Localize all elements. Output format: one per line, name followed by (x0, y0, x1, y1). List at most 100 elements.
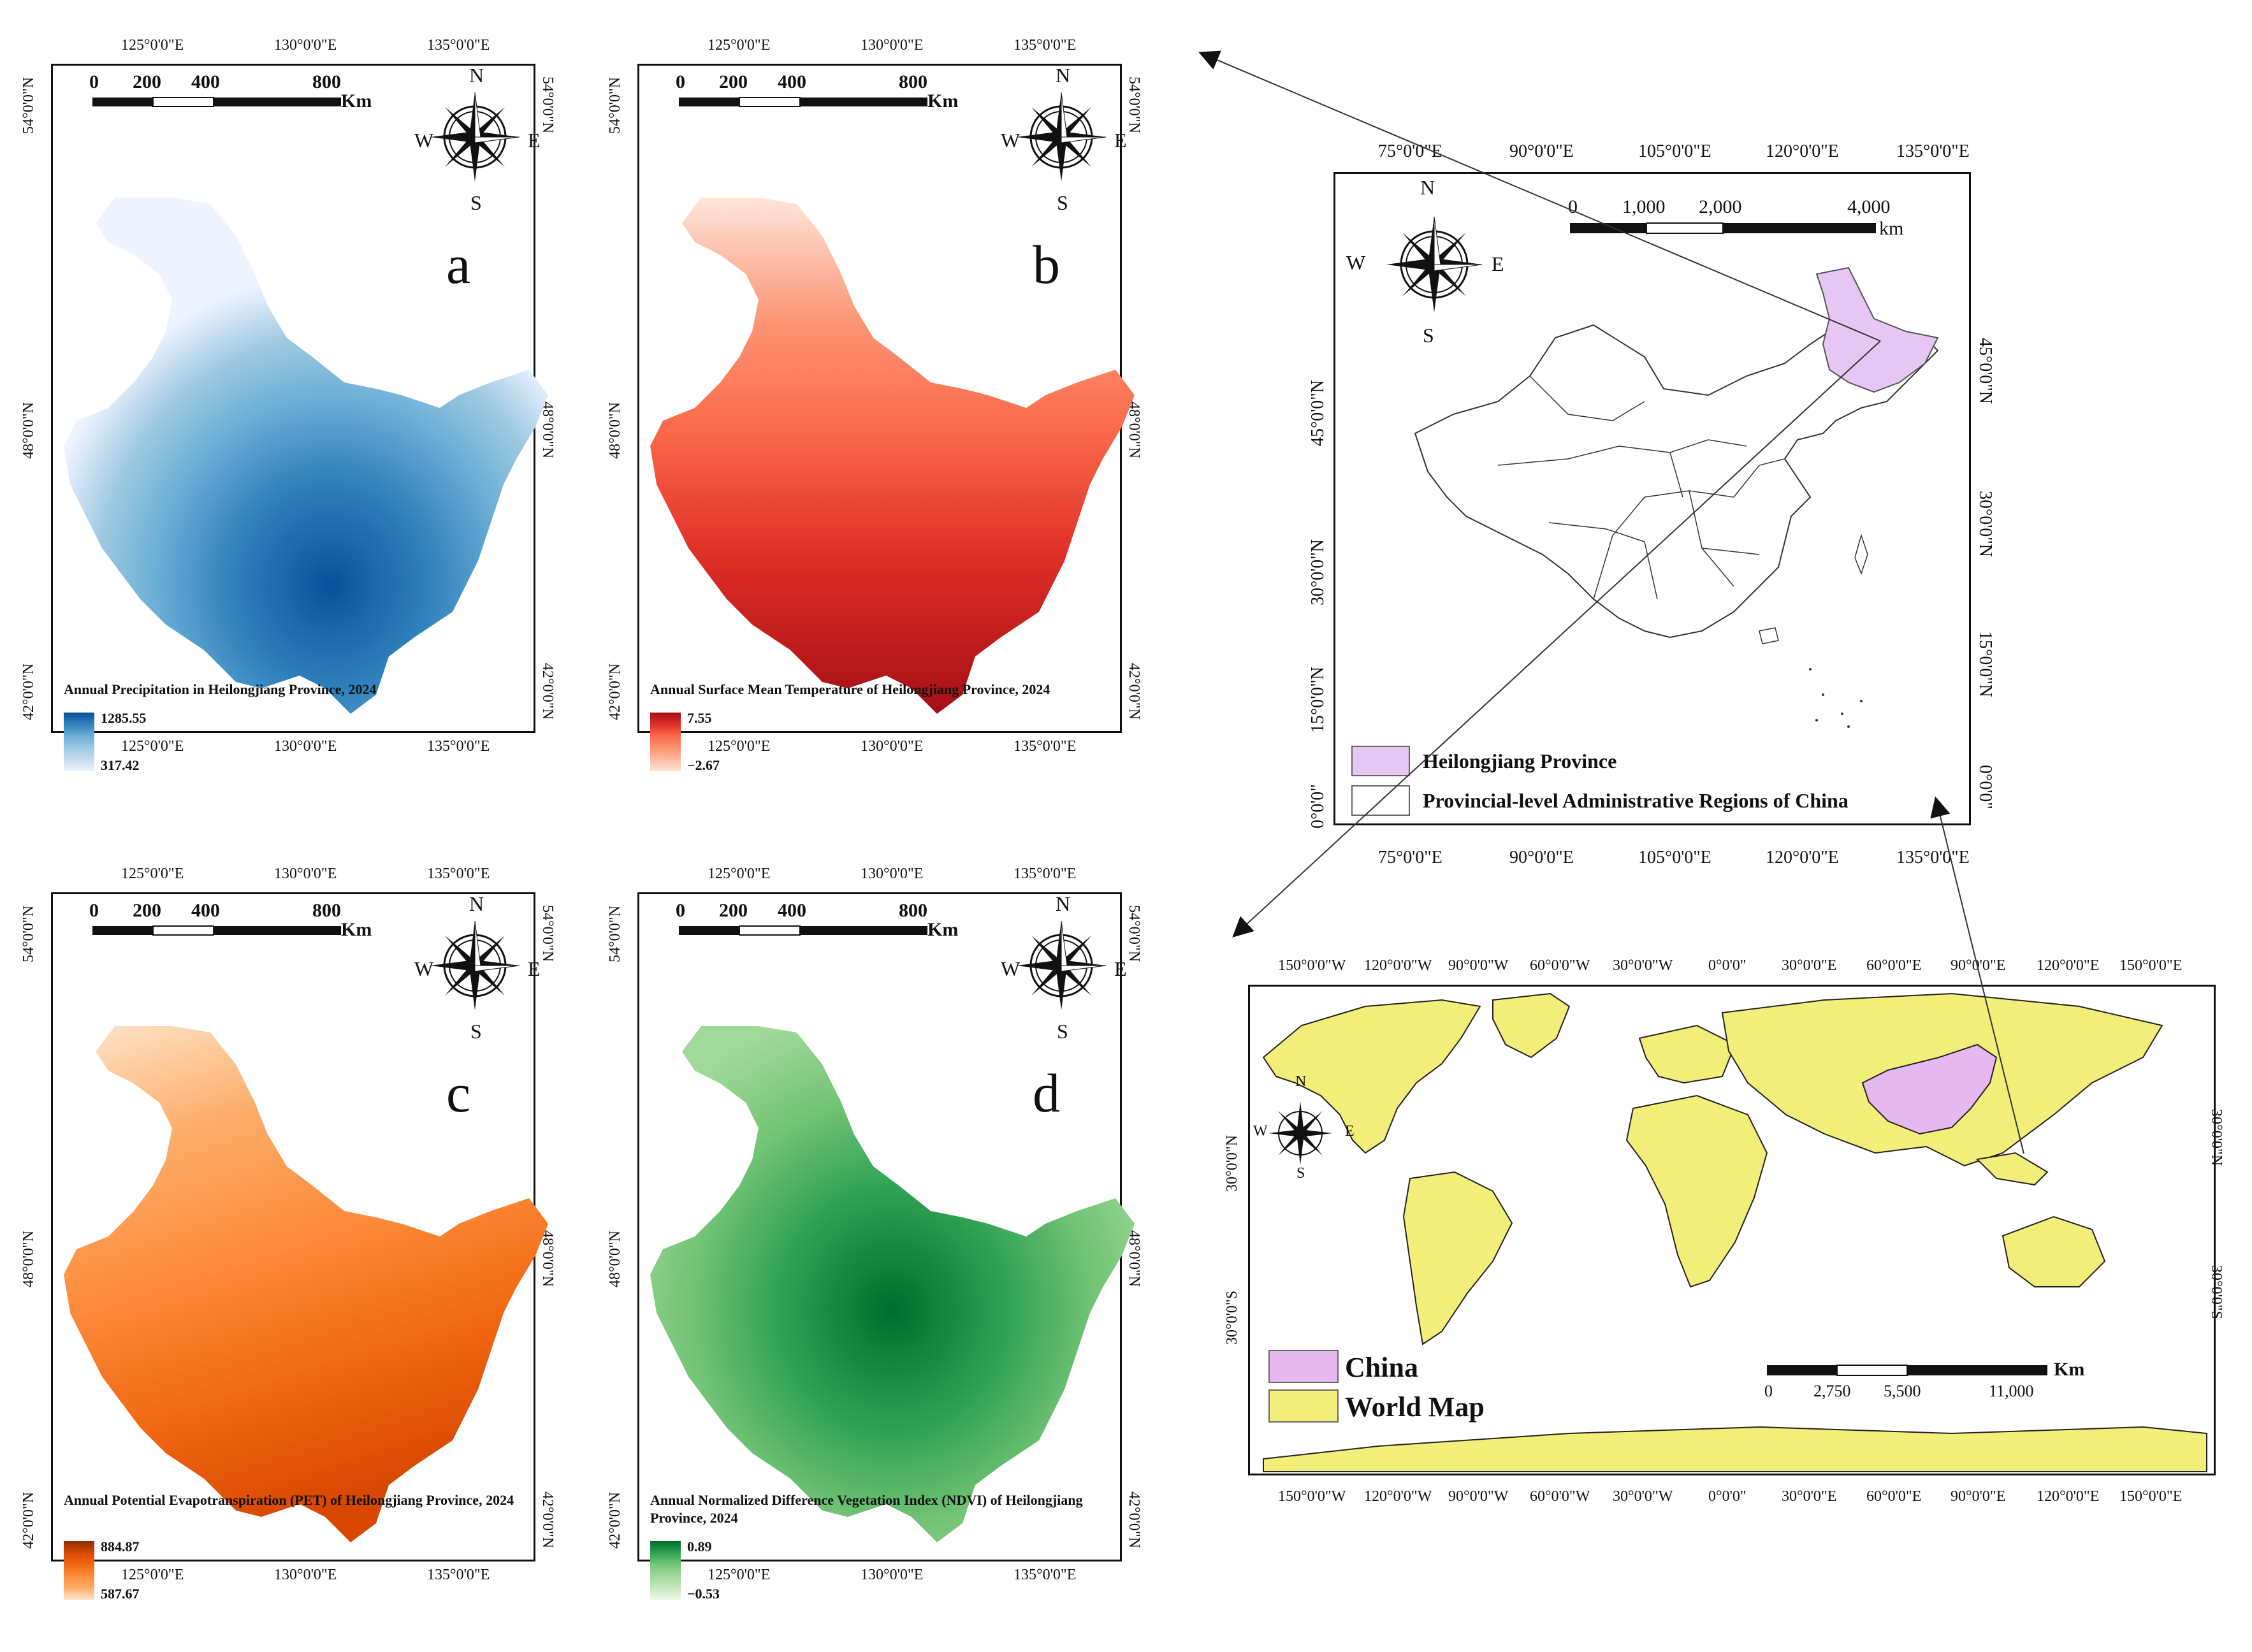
china-lon-tick: 75°0'0"E (1378, 848, 1442, 867)
legend-title: Annual Surface Mean Temperature of Heilo… (650, 681, 1050, 697)
world-scale-t3: 11,000 (1989, 1382, 2034, 1400)
china-scale-t3: 4,000 (1847, 196, 1891, 217)
compass-s: S (470, 1020, 482, 1043)
panel-scale-tick: 800 (312, 900, 341, 921)
panel-lon-tick: 135°0'0"E (1013, 1567, 1077, 1583)
legend-title: Annual Normalized Difference Vegetation … (650, 1492, 1083, 1526)
china-compass-n: N (1420, 176, 1435, 199)
compass-n: N (469, 892, 484, 915)
world-lon-tick: 150°0'0"E (2119, 957, 2183, 974)
world-scale-unit: Km (2054, 1359, 2085, 1380)
panel-lon-tick: 125°0'0"E (708, 37, 771, 54)
world-compass-n: N (1295, 1073, 1307, 1090)
china-compass-e: E (1492, 252, 1504, 275)
panel-scale-unit: Km (927, 91, 959, 112)
compass-n: N (469, 64, 484, 87)
world-lon-tick: 150°0'0"W (1278, 957, 1346, 974)
china-legend-label: Provincial-level Administrative Regions … (1423, 789, 1849, 812)
legend-max: 1285.55 (101, 710, 147, 726)
panel-c: 125°0'0"E 125°0'0"E 130°0'0"E 130°0'0"E 135°… (20, 860, 561, 1606)
heilongjiang-raster-map (64, 1026, 548, 1542)
legend-title: Annual Precipitation in Heilongjiang Pro… (64, 681, 377, 697)
china-lon-tick: 90°0'0"E (1509, 848, 1574, 867)
panel-lon-tick: 125°0'0"E (708, 866, 771, 882)
panel-scale-unit: Km (927, 919, 959, 940)
world-compass-e: E (1345, 1123, 1355, 1140)
legend-max: 884.87 (101, 1539, 140, 1554)
world-lon-tick: 60°0'0"E (1866, 1488, 1922, 1505)
panel-scale-tick: 800 (312, 71, 341, 92)
china-legend-label: Heilongjiang Province (1423, 750, 1617, 772)
panel-letter: b (1033, 234, 1060, 295)
china-lon-tick: 135°0'0"E (1896, 141, 1970, 161)
china-legend-swatch (1351, 746, 1410, 776)
panel-lon-tick: 130°0'0"E (274, 738, 337, 755)
compass-icon (1017, 92, 1107, 182)
world-lon-tick: 60°0'0"E (1866, 957, 1922, 974)
panel-scale-tick: 800 (899, 71, 927, 92)
panel-lon-tick: 125°0'0"E (708, 738, 771, 755)
panel-lon-tick: 130°0'0"E (861, 866, 924, 882)
world-lon-tick: 120°0'0"E (2037, 1488, 2100, 1505)
panel-lon-tick: 135°0'0"E (427, 738, 490, 755)
panel-lon-tick: 130°0'0"E (274, 1567, 337, 1583)
world-legend-swatch (1268, 1350, 1339, 1383)
world-lon-tick: 0°0'0" (1708, 957, 1747, 974)
panel-lon-tick: 130°0'0"E (274, 37, 337, 54)
panel-d: 125°0'0"E 125°0'0"E 130°0'0"E 130°0'0"E 135°… (607, 860, 1147, 1606)
panel-b: 125°0'0"E 125°0'0"E 130°0'0"E 130°0'0"E 135°… (607, 32, 1147, 778)
heilongjiang-raster-map (650, 1026, 1135, 1542)
panel-lon-tick: 130°0'0"E (861, 1567, 924, 1583)
world-scale-t1: 2,750 (1813, 1382, 1851, 1400)
china-lon-tick: 105°0'0"E (1638, 141, 1711, 161)
panel-letter: a (446, 234, 471, 295)
china-compass-icon (1386, 216, 1483, 312)
world-compass-icon (1268, 1101, 1332, 1165)
world-legend-label: World Map (1345, 1391, 1485, 1423)
panel-lon-tick: 135°0'0"E (427, 1567, 490, 1583)
world-legend-label: China (1345, 1352, 1418, 1383)
panel-scale-unit: Km (341, 919, 372, 940)
compass-n: N (1056, 892, 1071, 915)
world-lon-tick: 90°0'0"W (1448, 1488, 1509, 1505)
world-compass-w: W (1253, 1123, 1268, 1140)
panel-lon-tick: 135°0'0"E (427, 866, 490, 882)
compass-s: S (470, 191, 482, 214)
panel-scale-tick: 200 (719, 900, 748, 921)
compass-e: E (1114, 957, 1127, 980)
legend-max: 0.89 (687, 1539, 712, 1554)
panel-scale-bar (679, 925, 927, 936)
panel-lon-tick: 130°0'0"E (861, 37, 924, 54)
panel-scale-tick: 200 (133, 900, 161, 921)
china-lon-tick: 105°0'0"E (1638, 848, 1711, 867)
world-lon-tick: 120°0'0"W (1364, 1488, 1432, 1505)
panel-scale-tick: 200 (133, 71, 161, 92)
panel-lon-tick: 135°0'0"E (1013, 37, 1077, 54)
panel-letter: c (446, 1062, 471, 1124)
legend-min: 317.42 (101, 757, 140, 773)
compass-w: W (1001, 957, 1021, 980)
legend-min: 587.67 (101, 1586, 140, 1602)
compass-s: S (1057, 191, 1068, 214)
panel-lon-tick: 125°0'0"E (121, 866, 184, 882)
world-lon-tick: 120°0'0"W (1364, 957, 1432, 974)
panel-scale-tick: 200 (719, 71, 748, 92)
world-lon-tick: 90°0'0"W (1448, 957, 1509, 974)
china-scale-unit: km (1879, 218, 1904, 239)
compass-w: W (1001, 129, 1021, 152)
panel-letter: d (1033, 1062, 1060, 1124)
world-lon-tick: 30°0'0"E (1782, 957, 1837, 974)
panel-lon-tick: 130°0'0"E (861, 738, 924, 755)
compass-n: N (1056, 64, 1071, 87)
panel-scale-tick: 0 (676, 900, 685, 921)
china-compass-s: S (1423, 324, 1434, 347)
panel-scale-tick: 800 (899, 900, 927, 921)
compass-w: W (414, 957, 434, 980)
china-compass-w: W (1346, 251, 1366, 274)
heilongjiang-highlight (1815, 266, 1939, 393)
world-compass-s: S (1297, 1165, 1305, 1182)
panel-scale-tick: 0 (676, 71, 685, 92)
panel-scale-tick: 400 (191, 900, 220, 921)
world-lon-tick: 150°0'0"E (2119, 1488, 2183, 1505)
